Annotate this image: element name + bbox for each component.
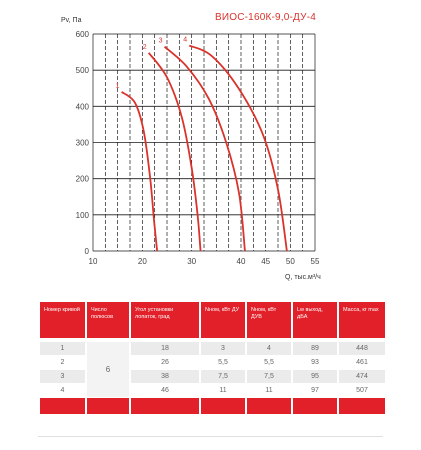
cell-angle: 18 [131, 342, 199, 356]
table-row: 3 38 7,5 7,5 95 474 [40, 370, 385, 384]
y-tick-label: 300 [76, 139, 90, 148]
x-tick-label: 10 [89, 257, 98, 266]
y-tick-label: 200 [76, 175, 90, 184]
chart-grid [92, 33, 316, 252]
spec-table: Номер кривой Число полюсов Угол установк… [38, 302, 387, 415]
cell-sound: 95 [293, 370, 337, 384]
cell-curve: 4 [40, 384, 85, 398]
curve-3 [163, 45, 246, 252]
table-row: 2 26 5,5 5,5 93 461 [40, 356, 385, 370]
header-power-du: Nном, кВт ДУ [201, 302, 245, 338]
table-row: 4 46 11 11 97 507 [40, 384, 385, 398]
chart-curves: 1 2 3 4 [116, 37, 288, 252]
chart-title: ВИОС-160К-9,0-ДУ-4 [215, 12, 316, 23]
cell-mass: 461 [339, 356, 385, 370]
cell-power-du: 5,5 [201, 356, 245, 370]
fan-performance-chart: 0 100 200 300 400 500 600 10 20 30 40 45 50 55 1 2 3 4 В… [61, 12, 321, 281]
bottom-divider [38, 436, 383, 437]
cell-sound: 93 [293, 356, 337, 370]
cell-curve: 1 [40, 342, 85, 356]
cell-power-du: 11 [201, 384, 245, 398]
x-tick-label: 20 [138, 257, 147, 266]
header-blade-angle: Угол установки лопаток, град [131, 302, 199, 338]
x-tick-label: 30 [187, 257, 196, 266]
x-tick-label: 55 [311, 257, 320, 266]
y-tick-label: 0 [85, 247, 90, 256]
curve-4 [188, 44, 288, 252]
curve-2 [148, 52, 202, 252]
header-sound-level: Lw выход, дБА [293, 302, 337, 338]
cell-angle: 26 [131, 356, 199, 370]
y-tick-label: 500 [76, 66, 90, 75]
table-header-row: Номер кривой Число полюсов Угол установк… [40, 302, 385, 338]
x-tick-label: 50 [286, 257, 295, 266]
header-curve-number: Номер кривой [40, 302, 85, 338]
curve-label-1: 1 [116, 83, 120, 90]
x-tick-label: 45 [261, 257, 270, 266]
cell-mass: 448 [339, 342, 385, 356]
cell-power-duv: 11 [247, 384, 291, 398]
table-footer-bar [40, 398, 385, 415]
cell-power-duv: 5,5 [247, 356, 291, 370]
cell-curve: 3 [40, 370, 85, 384]
cell-angle: 38 [131, 370, 199, 384]
cell-power-duv: 7,5 [247, 370, 291, 384]
cell-mass: 474 [339, 370, 385, 384]
cell-sound: 97 [293, 384, 337, 398]
cell-mass: 507 [339, 384, 385, 398]
cell-power-du: 7,5 [201, 370, 245, 384]
y-axis-label: Pv, Па [61, 17, 82, 24]
chart-ticks: 0 100 200 300 400 500 600 10 20 30 40 45 50 55 [76, 30, 320, 266]
cell-sound: 89 [293, 342, 337, 356]
y-tick-label: 600 [76, 30, 90, 39]
curve-label-2: 2 [143, 44, 147, 51]
cell-power-duv: 4 [247, 342, 291, 356]
header-power-duv: Nном, кВт ДУВ [247, 302, 291, 338]
header-mass: Масса, кг max [339, 302, 385, 338]
table-row: 1 6 18 3 4 89 448 [40, 342, 385, 398]
curve-1 [121, 91, 159, 252]
cell-angle: 46 [131, 384, 199, 398]
header-poles: Число полюсов [87, 302, 129, 338]
cell-curve: 2 [40, 356, 85, 370]
x-tick-label: 40 [237, 257, 246, 266]
curve-label-3: 3 [159, 38, 163, 45]
curve-label-4: 4 [183, 37, 187, 44]
y-tick-label: 100 [76, 211, 90, 220]
y-tick-label: 400 [76, 102, 90, 111]
cell-poles: 6 [87, 342, 129, 398]
cell-power-du: 3 [201, 342, 245, 356]
x-axis-label: Q, тыс.м³/ч [285, 274, 321, 281]
